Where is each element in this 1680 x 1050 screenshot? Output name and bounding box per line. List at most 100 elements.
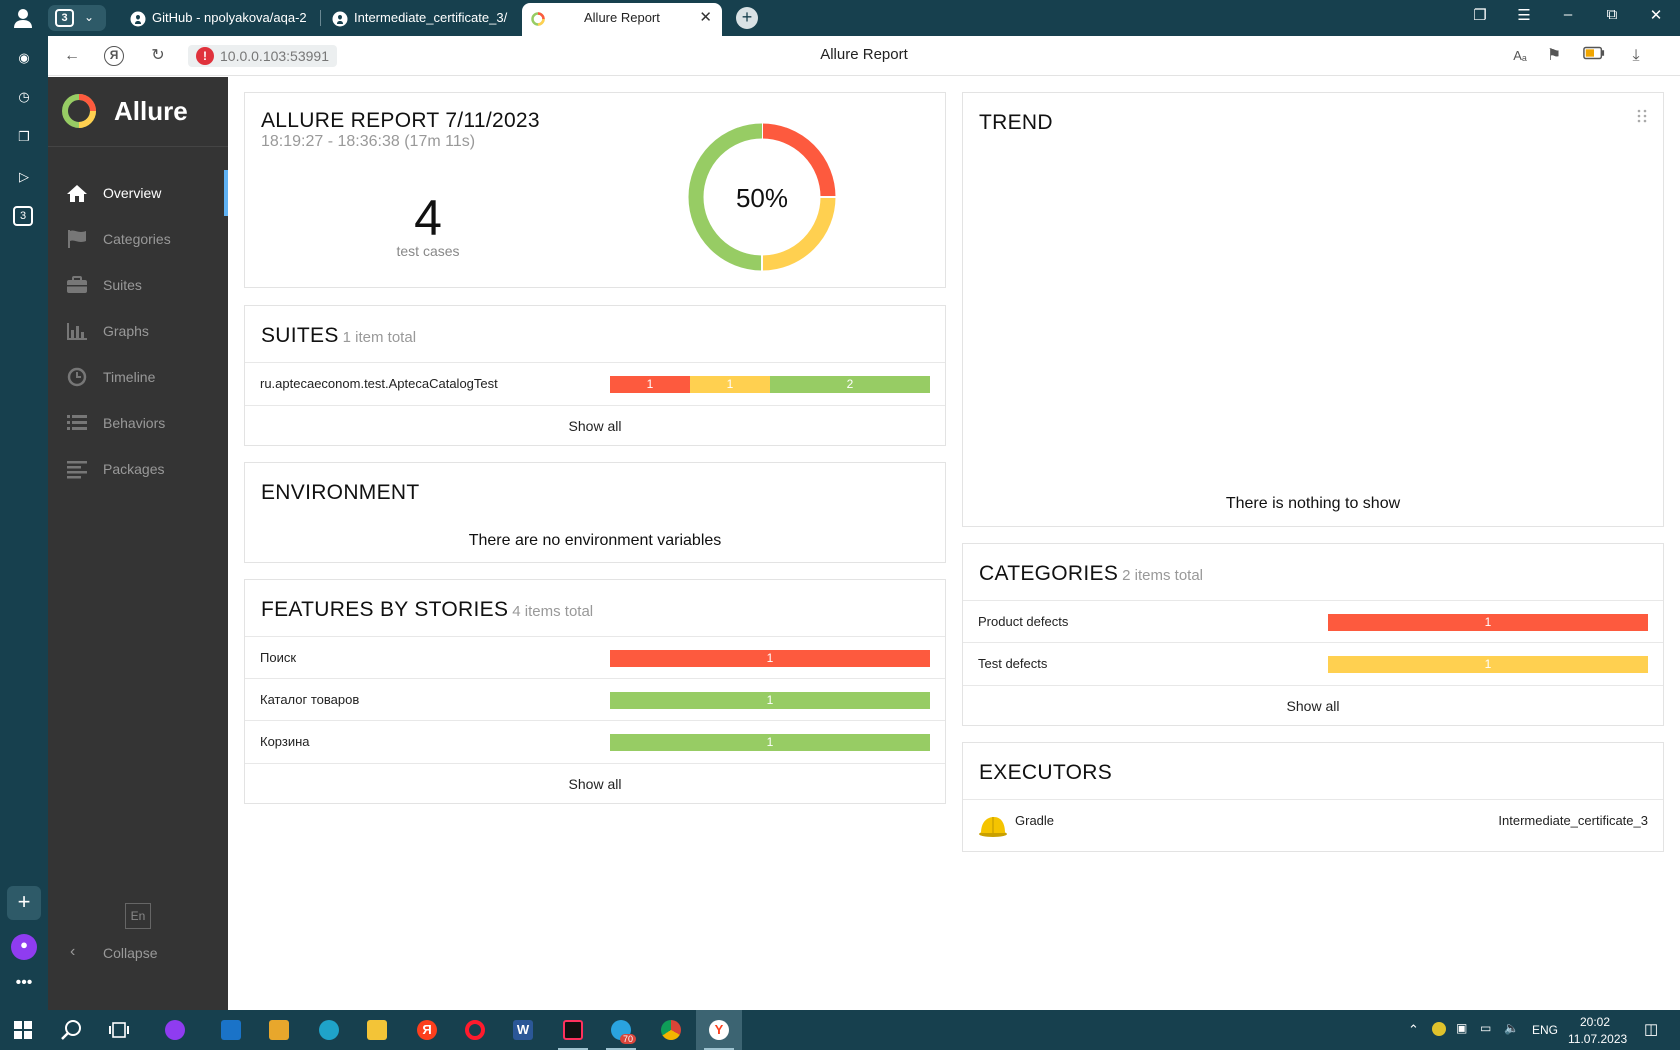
sidebar-item-packages[interactable]: Packages: [48, 446, 228, 492]
executor-row[interactable]: Gradle Intermediate_certificate_3: [963, 799, 1663, 852]
telegram-icon[interactable]: 70: [598, 1010, 644, 1050]
widget-title: FEATURES BY STORIES 4 items total: [261, 598, 593, 622]
categories-show-all-link[interactable]: Show all: [963, 685, 1663, 725]
download-icon[interactable]: ⤓: [1632, 47, 1640, 64]
drag-handle-icon[interactable]: [1637, 109, 1647, 123]
test-count: 4: [414, 190, 442, 246]
opera-icon[interactable]: [452, 1010, 498, 1050]
warning-icon[interactable]: !: [196, 47, 214, 65]
tabs-counter-icon[interactable]: 3: [13, 206, 33, 226]
environment-title: ENVIRONMENT: [261, 481, 420, 504]
category-row[interactable]: Test defects 1: [963, 642, 1663, 684]
language-indicator[interactable]: ENG: [1532, 1023, 1559, 1037]
features-show-all-link[interactable]: Show all: [245, 763, 945, 803]
tab-intermediate-certificate[interactable]: Intermediate_certificate_3/: [324, 3, 514, 36]
yandex-browser-icon[interactable]: Y: [696, 1010, 742, 1050]
clock-date[interactable]: 11.07.2023: [1568, 1032, 1628, 1046]
translate-icon[interactable]: Aₐ: [1513, 48, 1527, 63]
start-icon[interactable]: [0, 1010, 46, 1050]
donut-slice-passed[interactable]: [688, 123, 763, 271]
add-panel-icon[interactable]: +: [7, 886, 41, 920]
sidebar-item-timeline[interactable]: Timeline: [48, 354, 228, 400]
feature-row[interactable]: Каталог товаров 1: [245, 678, 945, 720]
category-status-bar: 1: [1328, 656, 1648, 673]
notifications-icon[interactable]: ◫: [1644, 1021, 1659, 1038]
status-donut-chart[interactable]: [682, 117, 842, 277]
align-left-icon: [67, 461, 87, 479]
mail-icon[interactable]: [208, 1010, 254, 1050]
sidebar-item-behaviors[interactable]: Behaviors: [48, 400, 228, 446]
intellij-icon[interactable]: [550, 1010, 596, 1050]
allure-logo-icon: [531, 12, 545, 26]
category-name: Test defects: [978, 656, 1048, 671]
close-window-icon[interactable]: ✕: [1649, 7, 1663, 24]
donut-slice-broken[interactable]: [761, 196, 836, 271]
chrome-icon[interactable]: [648, 1010, 694, 1050]
screenshot-icon[interactable]: ◉: [18, 50, 30, 65]
tab-github[interactable]: GitHub - npolyakova/aqa-2: [122, 3, 314, 36]
back-icon[interactable]: ←: [64, 47, 80, 64]
tab-count-button[interactable]: 3 ⌄: [48, 5, 106, 31]
summary-widget: ALLURE REPORT 7/11/2023 18:19:27 - 18:36…: [244, 92, 946, 288]
language-switch[interactable]: En: [125, 903, 151, 929]
clock-icon: [67, 367, 87, 387]
task-view-icon[interactable]: [96, 1010, 142, 1050]
report-time-range: 18:19:27 - 18:36:38 (17m 11s): [261, 133, 476, 150]
brand[interactable]: Allure: [48, 77, 228, 147]
battery-icon[interactable]: ▭: [1480, 1021, 1492, 1035]
tray-meet-icon[interactable]: ▣: [1456, 1021, 1468, 1035]
sidebar-item-overview[interactable]: Overview: [48, 170, 228, 216]
collections-icon[interactable]: ❐: [18, 129, 30, 144]
close-tab-icon[interactable]: ✕: [699, 9, 712, 26]
history-icon[interactable]: ◷: [18, 89, 30, 104]
volume-icon[interactable]: 🔈: [1504, 1021, 1519, 1035]
brand-name: Allure: [114, 96, 188, 126]
suites-show-all-link[interactable]: Show all: [245, 405, 945, 445]
environment-empty-text: There are no environment variables: [468, 532, 722, 549]
executor-build[interactable]: Intermediate_certificate_3: [1498, 813, 1648, 828]
alice-icon[interactable]: [152, 1010, 198, 1050]
url-field[interactable]: ! 10.0.0.103:53991: [188, 45, 337, 67]
feature-row[interactable]: Корзина 1: [245, 720, 945, 762]
minimize-icon[interactable]: –: [1563, 6, 1573, 23]
collapse-button[interactable]: ‹ Collapse: [70, 943, 157, 961]
yandex-icon[interactable]: Я: [404, 1010, 450, 1050]
tray-app-icon[interactable]: [1432, 1022, 1446, 1036]
collapse-label: Collapse: [103, 945, 158, 961]
edge-icon[interactable]: [306, 1010, 352, 1050]
clock-time[interactable]: 20:02: [1580, 1015, 1611, 1029]
donut-slice-failed[interactable]: [761, 123, 836, 198]
sidebar-item-suites[interactable]: Suites: [48, 262, 228, 308]
video-icon[interactable]: ▷: [19, 169, 29, 184]
tab-allure-report[interactable]: Allure Report ✕: [522, 3, 722, 36]
yandex-icon[interactable]: Я: [104, 46, 124, 66]
failed-count: 1: [1328, 614, 1648, 631]
briefcase-icon: [67, 276, 87, 293]
new-tab-button[interactable]: +: [736, 7, 758, 29]
menu-icon[interactable]: ☰: [1517, 7, 1531, 24]
category-row[interactable]: Product defects 1: [963, 600, 1663, 642]
reload-icon[interactable]: ↻: [151, 47, 165, 64]
suite-row[interactable]: ru.aptecaeconom.test.AptecaCatalogTest 1…: [245, 362, 945, 404]
store-icon[interactable]: [256, 1010, 302, 1050]
restore-icon[interactable]: ⧉: [1606, 6, 1618, 23]
suite-status-bar: 1 1 2: [610, 376, 930, 393]
categories-title: CATEGORIES: [979, 562, 1119, 585]
battery-saver-icon[interactable]: [1582, 46, 1606, 66]
bookmark-icon[interactable]: ⚑: [1546, 47, 1562, 64]
explorer-icon[interactable]: [354, 1010, 400, 1050]
search-icon[interactable]: [48, 1010, 94, 1050]
bookmarks-panel-icon[interactable]: ❐: [1473, 7, 1487, 24]
report-title: ALLURE REPORT 7/11/2023: [261, 109, 540, 132]
categories-subtitle: 2 items total: [1122, 567, 1204, 584]
word-icon[interactable]: W: [500, 1010, 546, 1050]
feature-row[interactable]: Поиск 1: [245, 636, 945, 678]
sidebar-item-graphs[interactable]: Graphs: [48, 308, 228, 354]
feature-name: Корзина: [260, 734, 310, 749]
more-icon[interactable]: •••: [15, 974, 33, 991]
tray-overflow-icon[interactable]: ⌃: [1408, 1022, 1419, 1037]
profile-icon[interactable]: [10, 7, 36, 29]
alice-icon[interactable]: ●: [11, 934, 37, 960]
sidebar-item-categories[interactable]: Categories: [48, 216, 228, 262]
passed-count: 1: [610, 734, 930, 751]
